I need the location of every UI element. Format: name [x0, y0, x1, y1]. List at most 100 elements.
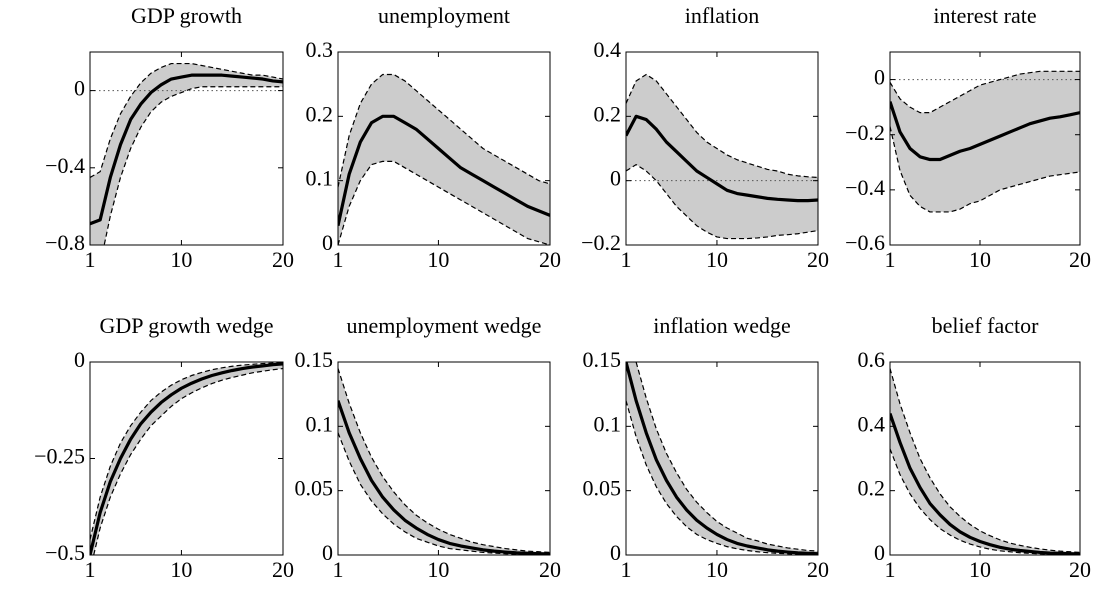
plot-area — [90, 362, 283, 555]
median-line — [890, 101, 1080, 162]
panel-title: inflation wedge — [653, 313, 790, 338]
plot-frame — [337, 51, 551, 246]
x-tick-label: 10 — [969, 247, 991, 272]
x-tick-label: 10 — [706, 557, 728, 582]
x-tick-label: 20 — [539, 247, 561, 272]
median-line — [90, 362, 283, 555]
y-tick-label: 0 — [74, 76, 85, 101]
x-tick-label: 10 — [706, 247, 728, 272]
plot-area — [338, 368, 550, 555]
panel-title: interest rate — [933, 3, 1036, 28]
plot-frame — [889, 361, 1081, 556]
band-edge-line — [93, 367, 283, 555]
confidence-band — [338, 74, 550, 245]
band-edge-line — [90, 62, 283, 178]
x-tick-label: 20 — [272, 247, 294, 272]
y-tick-label: 0.2 — [858, 476, 886, 501]
band-edge-line — [338, 432, 550, 555]
plot-area — [890, 70, 1080, 213]
y-tick-label: −0.4 — [45, 153, 85, 178]
panel-title: unemployment wedge — [347, 313, 542, 338]
x-tick-label: 20 — [807, 247, 829, 272]
y-tick-label: 0.4 — [594, 37, 622, 62]
x-tick-label: 10 — [170, 557, 192, 582]
panel: 0 0.1 0.2 0.3 1 10 20 unemployment — [306, 3, 562, 272]
band-edge-line — [626, 73, 818, 179]
median-line — [626, 114, 818, 203]
band-edge-line — [338, 368, 550, 554]
band-edge-line — [626, 163, 818, 240]
y-tick-label: −0.25 — [34, 444, 85, 469]
y-tick-label: 0.4 — [858, 411, 886, 436]
plot-area — [90, 62, 283, 245]
y-tick-label: −0.6 — [845, 230, 885, 255]
plot-area — [890, 368, 1080, 555]
band-edge-line — [890, 70, 1080, 114]
y-tick-label: 0.6 — [858, 347, 886, 372]
y-tick-label: 0.3 — [306, 37, 334, 62]
y-tick-label: 0.05 — [583, 476, 622, 501]
x-tick-label: 20 — [807, 557, 829, 582]
y-tick-label: 0.15 — [583, 347, 622, 372]
x-tick-label: 20 — [1069, 247, 1091, 272]
band-edge-line — [890, 126, 1080, 213]
band-edge-line — [103, 86, 283, 245]
x-tick-label: 10 — [427, 557, 449, 582]
y-tick-label: 0.2 — [306, 101, 334, 126]
median-line — [90, 73, 283, 226]
x-tick-label: 20 — [539, 557, 561, 582]
y-tick-label: −0.2 — [845, 120, 885, 145]
band-edge-line — [890, 448, 1080, 555]
confidence-band — [626, 362, 818, 555]
x-tick-label: 1 — [333, 557, 344, 582]
median-line — [890, 412, 1080, 555]
y-tick-label: 0 — [322, 540, 333, 565]
y-tick-label: 0 — [322, 230, 333, 255]
panel: 0 0.2 0.4 0.6 1 10 20 belief factor — [858, 313, 1092, 582]
median-line — [626, 362, 818, 555]
y-tick-label: 0.2 — [594, 101, 622, 126]
y-tick-label: 0.1 — [306, 411, 334, 436]
y-tick-label: 0 — [610, 166, 621, 191]
panel: −0.5 −0.25 0 1 10 20 GDP growth wedge — [34, 313, 294, 582]
x-tick-label: 1 — [885, 557, 896, 582]
panel-title: unemployment — [378, 3, 510, 28]
confidence-band — [90, 362, 283, 555]
x-tick-label: 10 — [170, 247, 192, 272]
median-line — [338, 400, 550, 555]
panel: −0.6 −0.4 −0.2 0 1 10 20 interest rate — [845, 3, 1091, 272]
band-edge-line — [635, 362, 818, 552]
x-tick-label: 1 — [85, 557, 96, 582]
x-tick-label: 20 — [272, 557, 294, 582]
x-tick-label: 20 — [1069, 557, 1091, 582]
panel-title: GDP growth wedge — [100, 313, 274, 338]
panel: −0.2 0 0.2 0.4 1 10 20 inflation — [581, 3, 829, 272]
y-tick-label: −0.8 — [45, 230, 85, 255]
y-tick-label: −0.2 — [581, 230, 621, 255]
y-tick-label: −0.4 — [845, 175, 885, 200]
x-tick-label: 10 — [969, 557, 991, 582]
plot-frame — [625, 51, 819, 246]
y-tick-label: 0.05 — [295, 476, 334, 501]
confidence-band — [890, 368, 1080, 555]
median-line — [338, 114, 550, 227]
x-tick-label: 1 — [621, 247, 632, 272]
band-edge-line — [890, 368, 1080, 554]
panel-title: GDP growth — [131, 3, 242, 28]
plot-frame — [625, 361, 819, 556]
band-edge-line — [338, 160, 550, 245]
x-tick-label: 1 — [333, 247, 344, 272]
confidence-band — [90, 63, 283, 245]
confidence-band — [626, 74, 818, 239]
y-tick-label: 0.15 — [295, 347, 334, 372]
y-tick-label: 0 — [874, 65, 885, 90]
panel: 0 0.05 0.1 0.15 1 10 20 unemployment wedge — [295, 313, 562, 582]
x-tick-label: 1 — [885, 247, 896, 272]
plot-area — [626, 362, 818, 555]
y-tick-label: 0 — [874, 540, 885, 565]
panel-title: belief factor — [932, 313, 1040, 338]
plot-area — [338, 73, 550, 245]
band-edge-line — [90, 362, 283, 540]
x-tick-label: 1 — [621, 557, 632, 582]
